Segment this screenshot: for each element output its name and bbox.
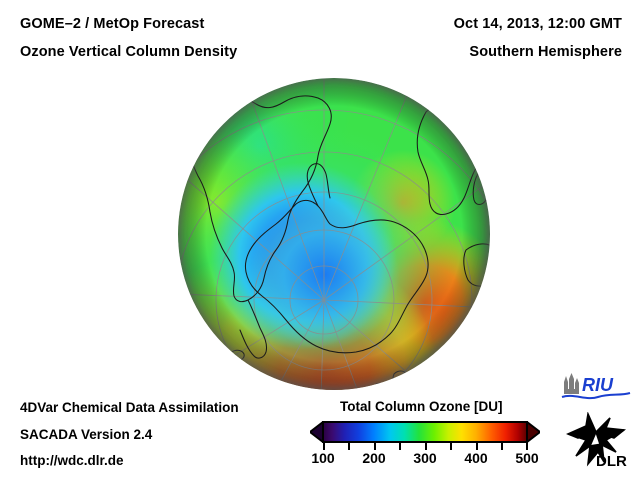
- globe-field-layers: [178, 78, 490, 390]
- footer-version: SACADA Version 2.4: [20, 427, 153, 442]
- header-product-title: Ozone Vertical Column Density: [20, 44, 238, 60]
- riu-wave-icon: [561, 392, 631, 400]
- footer-method: 4DVar Chemical Data Assimilation: [20, 400, 239, 415]
- colorbar-ticks: [310, 443, 540, 451]
- dlr-pinwheel-icon: [565, 411, 627, 467]
- ozone-globe: [178, 78, 490, 390]
- colorbar-tick-label: 300: [413, 450, 437, 466]
- dlr-logo-text: DLR: [596, 453, 627, 470]
- globe-ozone-field: [178, 78, 490, 390]
- riu-logo: RIU: [560, 372, 632, 402]
- header-instrument-title: GOME–2 / MetOp Forecast: [20, 16, 205, 32]
- riu-logo-text: RIU: [582, 375, 614, 395]
- colorbar-title: Total Column Ozone [DU]: [340, 399, 503, 414]
- colorbar-tick-label: 200: [362, 450, 386, 466]
- coastline-new-zealand-south: [375, 382, 389, 390]
- colorbar-tick-label: 500: [515, 450, 539, 466]
- colorbar-gradient: [322, 421, 528, 443]
- colorbar-svg: [308, 419, 542, 445]
- dlr-logo-svg: DLR: [565, 411, 627, 470]
- colorbar-arrow-left: [308, 419, 324, 445]
- colorbar: [308, 419, 542, 445]
- riu-logo-svg: RIU: [561, 373, 631, 400]
- colorbar-tick-label: 400: [464, 450, 488, 466]
- header-datetime: Oct 14, 2013, 12:00 GMT: [453, 16, 622, 32]
- colorbar-arrow-right: [526, 419, 542, 445]
- footer-url[interactable]: http://wdc.dlr.de: [20, 453, 124, 468]
- header-region: Southern Hemisphere: [469, 44, 622, 60]
- globe-svg: [178, 78, 490, 390]
- riu-towers-icon: [564, 373, 579, 394]
- colorbar-tick-label: 100: [311, 450, 335, 466]
- colorbar-tick-labels: 100 200 300 400 500: [298, 450, 552, 470]
- dlr-logo: DLR: [565, 411, 632, 470]
